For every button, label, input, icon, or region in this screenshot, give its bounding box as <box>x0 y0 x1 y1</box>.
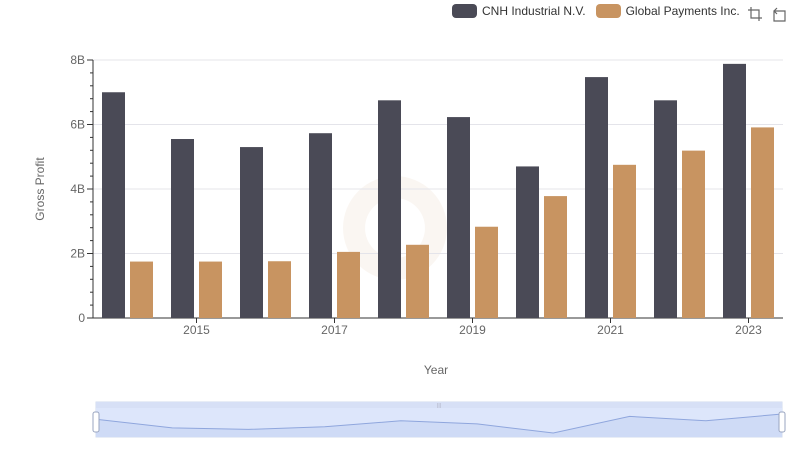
x-tick-label: 2023 <box>735 323 762 337</box>
bar-cnh-2017[interactable] <box>309 133 332 318</box>
bar-cnh-2018[interactable] <box>378 100 401 318</box>
legend-swatch-cnh <box>452 4 477 18</box>
legend-swatch-global-payments <box>595 4 621 18</box>
bar-cnh-2022[interactable] <box>654 100 677 318</box>
bar-global-payments-2020[interactable] <box>544 196 567 318</box>
legend: CNH Industrial N.V. Global Payments Inc. <box>452 4 750 18</box>
bar-cnh-2014[interactable] <box>102 92 125 318</box>
y-tick-label: 8B <box>70 53 85 67</box>
zoom-end-handle[interactable] <box>778 411 786 433</box>
legend-label-cnh: CNH Industrial N.V. <box>482 4 586 18</box>
zoom-preview-line <box>95 413 783 434</box>
y-axis-label: Gross Profit <box>33 157 47 221</box>
bar-cnh-2015[interactable] <box>171 139 194 318</box>
y-tick-label: 2B <box>70 247 85 261</box>
zoom-move-handle[interactable] <box>96 402 782 408</box>
bar-global-payments-2016[interactable] <box>268 261 291 318</box>
data-zoom-slider[interactable]: ||| <box>92 401 786 438</box>
x-tick-label: 2019 <box>459 323 486 337</box>
bar-cnh-2021[interactable] <box>585 77 608 318</box>
bar-global-payments-2019[interactable] <box>475 226 498 318</box>
x-tick-label: 2015 <box>183 323 210 337</box>
y-tick-label: 0 <box>78 311 85 325</box>
x-axis-label: Year <box>424 363 448 377</box>
bar-cnh-2020[interactable] <box>516 166 539 318</box>
zoom-grip-icon: ||| <box>437 403 441 409</box>
bar-global-payments-2018[interactable] <box>406 244 429 318</box>
y-tick-label: 6B <box>70 118 85 132</box>
bar-global-payments-2015[interactable] <box>199 261 222 318</box>
zoom-preview-area <box>96 414 782 437</box>
bar-global-payments-2022[interactable] <box>682 150 705 318</box>
bar-global-payments-2021[interactable] <box>613 164 636 318</box>
zoom-icon[interactable] <box>746 5 764 23</box>
legend-item-cnh[interactable]: CNH Industrial N.V. <box>452 4 586 18</box>
restore-icon[interactable] <box>770 5 788 23</box>
bar-global-payments-2014[interactable] <box>130 261 153 318</box>
bar-global-payments-2017[interactable] <box>337 251 360 318</box>
y-tick-label: 4B <box>70 182 85 196</box>
bar-cnh-2023[interactable] <box>723 63 746 319</box>
bar-global-payments-2023[interactable] <box>751 127 774 318</box>
x-tick-label: 2021 <box>597 323 624 337</box>
x-tick-label: 2017 <box>321 323 348 337</box>
toolbox <box>746 5 788 23</box>
bar-cnh-2016[interactable] <box>240 147 263 318</box>
zoom-start-handle[interactable] <box>92 411 100 433</box>
bar-cnh-2019[interactable] <box>447 117 470 319</box>
legend-item-global-payments[interactable]: Global Payments Inc. <box>595 4 740 18</box>
legend-label-global-payments: Global Payments Inc. <box>625 4 740 18</box>
